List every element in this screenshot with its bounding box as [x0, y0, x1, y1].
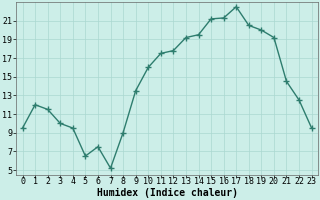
X-axis label: Humidex (Indice chaleur): Humidex (Indice chaleur) — [97, 188, 237, 198]
